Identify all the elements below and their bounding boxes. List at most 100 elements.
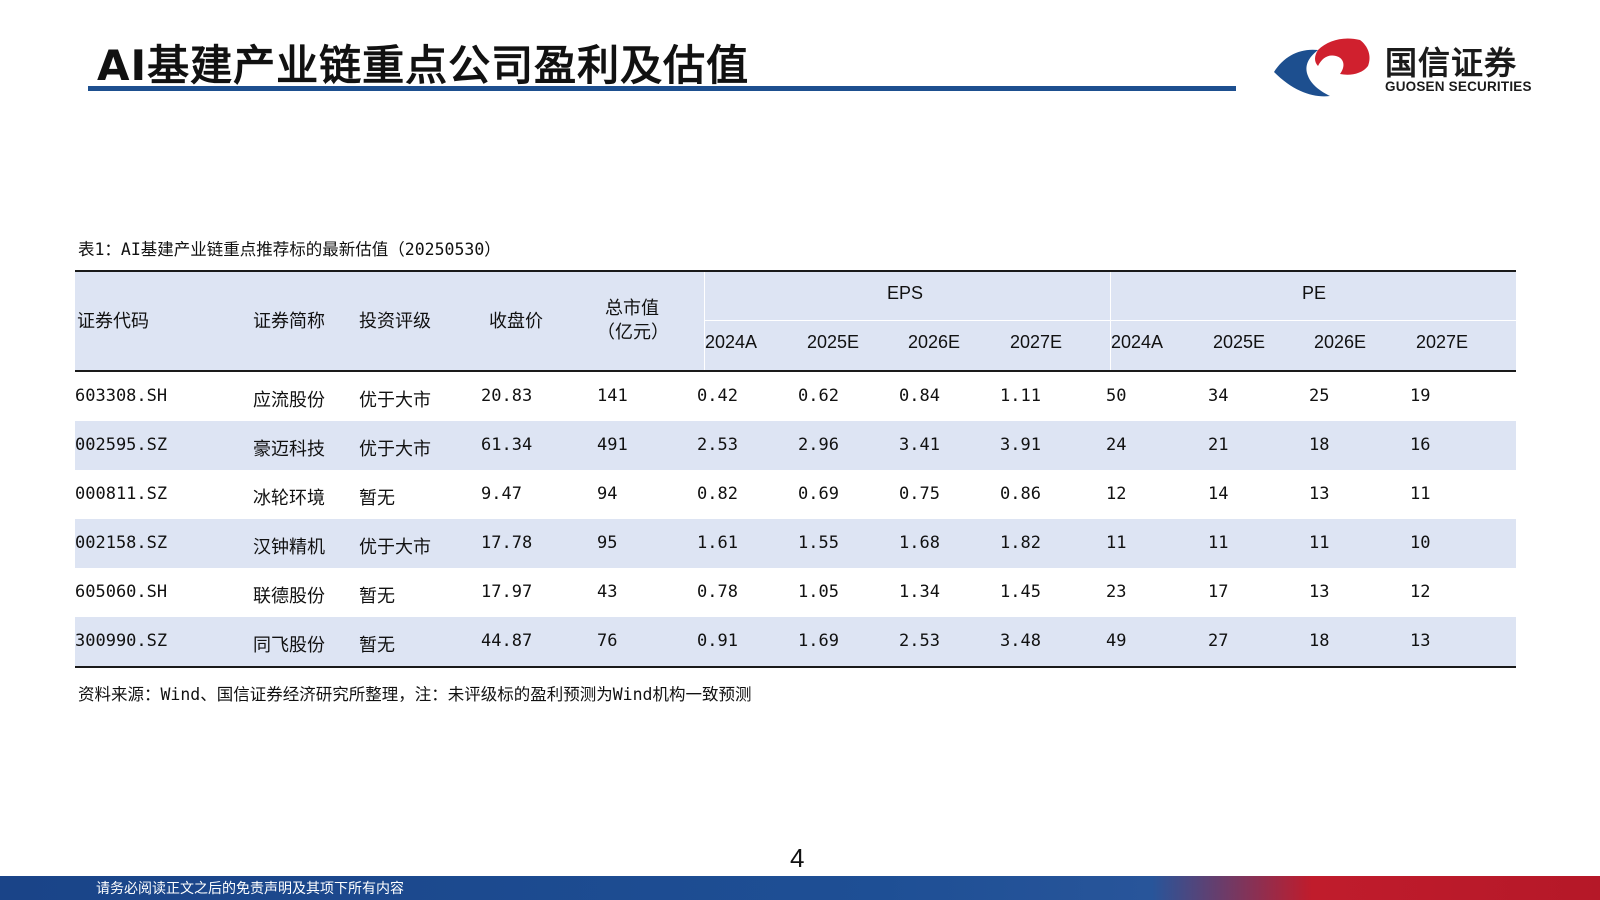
table-row: 605060.SH 联德股份 暂无 17.97 43 0.78 1.05 1.34 1.45 23… — [75, 568, 1516, 617]
header-pe-2024a: 2024A — [1111, 332, 1164, 352]
header-pe: PE — [1302, 283, 1327, 303]
cell-close: 17.97 — [481, 582, 533, 602]
cell-pe: 13 — [1410, 631, 1431, 651]
cell-pe: 14 — [1208, 484, 1229, 504]
cell-pe: 34 — [1208, 386, 1229, 406]
table-row: 000811.SZ 冰轮环境 暂无 9.47 94 0.82 0.69 0.75 0.86 12 1… — [75, 470, 1516, 519]
table-row: 603308.SH 应流股份 优于大市 20.83 141 0.42 0.62 0.84 1.1… — [75, 372, 1516, 421]
cell-pe: 19 — [1410, 386, 1431, 406]
header-name: 证券简称 — [253, 311, 325, 331]
cell-pe: 11 — [1208, 533, 1229, 553]
source-note: 资料来源：Wind、国信证券经济研究所整理，注：未评级标的盈利预测为Wind机构… — [78, 685, 752, 704]
cell-eps: 0.91 — [697, 631, 738, 651]
header-rating: 投资评级 — [359, 311, 431, 331]
cell-pe: 11 — [1106, 533, 1127, 553]
cell-mcap: 76 — [597, 631, 618, 651]
cell-pe: 13 — [1309, 484, 1330, 504]
cell-close: 9.47 — [481, 484, 522, 504]
eps-col-divider — [704, 272, 705, 370]
cell-eps: 0.84 — [899, 386, 940, 406]
cell-rating: 优于大市 — [359, 390, 431, 410]
cell-mcap: 43 — [597, 582, 618, 602]
footer-disclaimer: 请务必阅读正文之后的免责声明及其项下所有内容 — [96, 881, 404, 897]
cell-code: 605060.SH — [75, 582, 168, 602]
cell-eps: 1.82 — [1000, 533, 1041, 553]
header-pe-2025e: 2025E — [1213, 332, 1266, 352]
cell-eps: 0.75 — [899, 484, 940, 504]
cell-pe: 25 — [1309, 386, 1330, 406]
cell-eps: 1.61 — [697, 533, 738, 553]
header-eps-2025e: 2025E — [807, 332, 860, 352]
header-mcap-line2: （亿元） — [597, 322, 669, 342]
cell-eps: 0.62 — [798, 386, 839, 406]
cell-eps: 2.53 — [899, 631, 940, 651]
cell-mcap: 95 — [597, 533, 618, 553]
header-pe-2026e: 2026E — [1314, 332, 1367, 352]
cell-pe: 21 — [1208, 435, 1229, 455]
cell-name: 汉钟精机 — [253, 537, 325, 557]
cell-eps: 1.69 — [798, 631, 839, 651]
header-eps: EPS — [887, 283, 924, 303]
cell-rating: 暂无 — [359, 635, 395, 655]
cell-code: 603308.SH — [75, 386, 168, 406]
page-number: 4 — [790, 843, 805, 873]
cell-eps: 1.11 — [1000, 386, 1041, 406]
cell-pe: 10 — [1410, 533, 1431, 553]
cell-close: 61.34 — [481, 435, 533, 455]
cell-eps: 1.45 — [1000, 582, 1041, 602]
cell-eps: 0.78 — [697, 582, 738, 602]
cell-code: 002158.SZ — [75, 533, 168, 553]
cell-rating: 优于大市 — [359, 439, 431, 459]
cell-code: 000811.SZ — [75, 484, 168, 504]
page-title: AI基建产业链重点公司盈利及估值 — [97, 41, 750, 90]
cell-eps: 3.41 — [899, 435, 940, 455]
cell-code: 002595.SZ — [75, 435, 168, 455]
cell-pe: 18 — [1309, 631, 1330, 651]
cell-close: 20.83 — [481, 386, 533, 406]
header-mcap-line1: 总市值 — [605, 298, 659, 318]
cell-rating: 暂无 — [359, 488, 395, 508]
cell-pe: 12 — [1410, 582, 1431, 602]
cell-eps: 1.68 — [899, 533, 940, 553]
cell-pe: 49 — [1106, 631, 1127, 651]
table-body: 603308.SH 应流股份 优于大市 20.83 141 0.42 0.62 0.84 1.1… — [75, 372, 1516, 666]
cell-mcap: 491 — [597, 435, 628, 455]
table-top-rule — [75, 270, 1516, 272]
header-code: 证券代码 — [77, 311, 149, 331]
cell-eps: 2.53 — [697, 435, 738, 455]
cell-pe: 23 — [1106, 582, 1127, 602]
cell-eps: 0.86 — [1000, 484, 1041, 504]
cell-pe: 50 — [1106, 386, 1127, 406]
pe-col-divider — [1110, 272, 1111, 370]
cell-pe: 16 — [1410, 435, 1431, 455]
valuation-table: 证券代码 证券简称 投资评级 收盘价 总市值 （亿元） EPS PE 2024A… — [75, 270, 1516, 668]
header-eps-2027e: 2027E — [1010, 332, 1063, 352]
table-header-rule — [75, 370, 1516, 372]
cell-pe: 24 — [1106, 435, 1127, 455]
cell-pe: 17 — [1208, 582, 1229, 602]
cell-eps: 1.55 — [798, 533, 839, 553]
cell-eps: 2.96 — [798, 435, 839, 455]
cell-pe: 27 — [1208, 631, 1229, 651]
table-header: 证券代码 证券简称 投资评级 收盘价 总市值 （亿元） EPS PE 2024A… — [75, 272, 1516, 370]
cell-eps: 1.34 — [899, 582, 940, 602]
cell-name: 豪迈科技 — [253, 439, 325, 459]
cell-pe: 18 — [1309, 435, 1330, 455]
guosen-logo: 国信证券 GUOSEN SECURITIES — [1270, 36, 1570, 100]
cell-code: 300990.SZ — [75, 631, 168, 651]
cell-eps: 3.48 — [1000, 631, 1041, 651]
table-caption: 表1：AI基建产业链重点推荐标的最新估值（20250530） — [78, 240, 501, 259]
cell-rating: 优于大市 — [359, 537, 431, 557]
header-eps-2026e: 2026E — [908, 332, 961, 352]
header-eps-2024a: 2024A — [705, 332, 758, 352]
cell-pe: 11 — [1309, 533, 1330, 553]
cell-close: 17.78 — [481, 533, 533, 553]
logo-chinese-text: 国信证券 — [1385, 44, 1518, 82]
footer-bar: 请务必阅读正文之后的免责声明及其项下所有内容 — [0, 876, 1600, 900]
cell-name: 同飞股份 — [253, 635, 325, 655]
cell-pe: 13 — [1309, 582, 1330, 602]
cell-name: 联德股份 — [253, 586, 325, 606]
header-close: 收盘价 — [489, 311, 543, 331]
cell-name: 应流股份 — [253, 390, 325, 410]
cell-name: 冰轮环境 — [253, 488, 325, 508]
